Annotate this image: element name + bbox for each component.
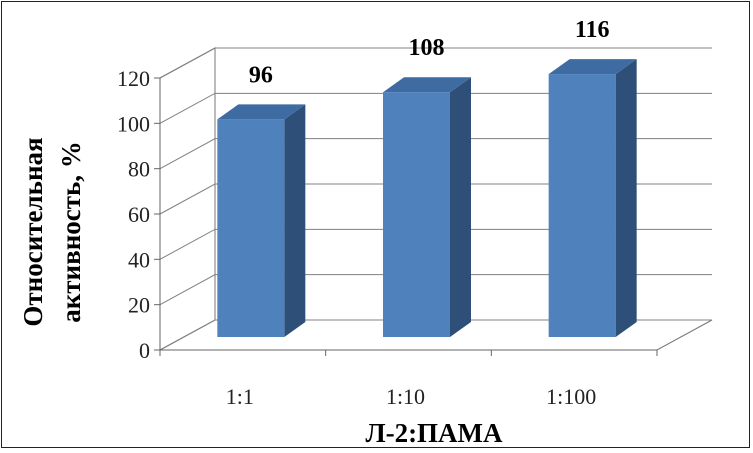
bar [548,59,637,338]
x-tick-label: 1:10 [386,384,425,409]
bar-top [217,104,306,120]
y-tick-label: 40 [128,247,150,272]
bar-side [450,77,471,337]
bar-top [383,77,471,93]
data-label: 96 [249,62,273,88]
y-tick-label: 80 [128,157,150,182]
gridline [159,92,712,124]
y-tick-labels: 0 20 40 60 80 100 120 [117,66,150,363]
bar-front [548,74,616,338]
x-tick-label: 1:1 [226,384,254,409]
gridline [159,138,712,170]
bar-side [284,104,306,338]
y-axis-title-line-1: Относительная [18,137,48,326]
x-tick-label: 1:100 [546,384,596,409]
y-tick-label: 20 [128,293,150,318]
y-tick-label: 120 [117,66,150,91]
data-label: 116 [575,17,610,43]
axes [154,77,658,356]
gridline [159,274,712,306]
bar [383,77,471,337]
y-axis-title-line-2: активность, % [56,141,86,323]
x-axis-title: Л-2:ПАМА [365,418,503,448]
bars [217,59,637,338]
gridlines [159,47,713,351]
y-tick-label: 0 [139,338,150,363]
data-labels: 96 108 116 [249,17,610,88]
bar-front [217,119,285,338]
gridline [159,319,712,351]
bar-top [548,59,637,75]
data-label: 108 [409,35,445,61]
y-tick-label: 60 [128,202,150,227]
bar-side [615,59,637,338]
gridline [159,183,712,215]
y-tick-label: 100 [117,111,150,136]
bar [217,104,306,338]
gridline [159,228,712,260]
x-tick-labels: 1:1 1:10 1:100 [226,384,596,409]
gridline [159,47,712,79]
bar-front [383,92,450,337]
